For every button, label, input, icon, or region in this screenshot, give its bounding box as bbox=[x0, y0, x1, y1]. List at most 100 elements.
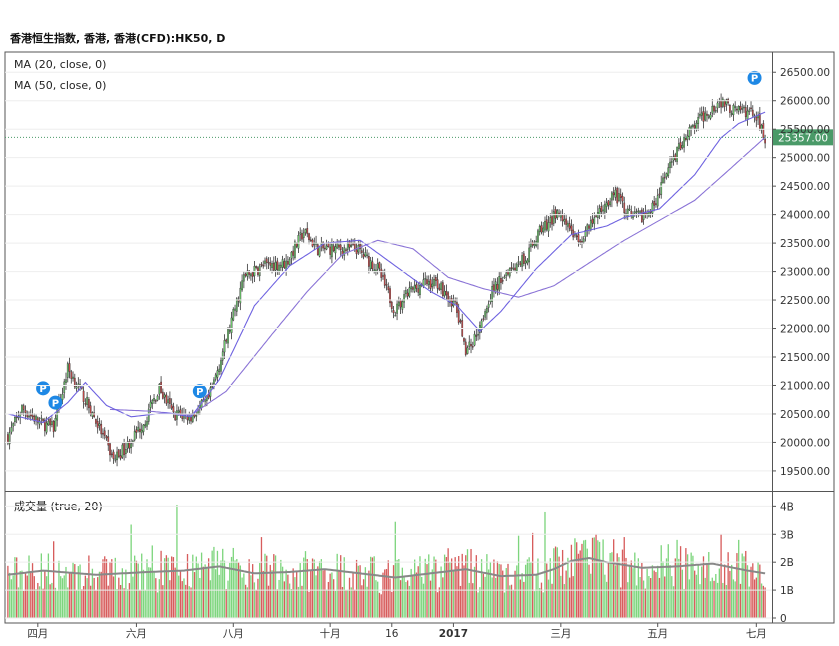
volume-bar bbox=[660, 545, 662, 618]
candle-body bbox=[228, 330, 231, 332]
dividend-marker[interactable] bbox=[48, 395, 63, 410]
candle-body bbox=[419, 284, 421, 295]
candle-body bbox=[575, 235, 578, 238]
volume-bar bbox=[613, 539, 615, 618]
candle-body bbox=[137, 426, 140, 431]
candle-body bbox=[693, 125, 696, 129]
volume-bar bbox=[141, 553, 143, 618]
price-tick-label: 19500.00 bbox=[780, 466, 830, 478]
dividend-marker[interactable] bbox=[36, 381, 51, 396]
candle-body bbox=[478, 325, 481, 334]
volume-bar bbox=[681, 569, 684, 618]
volume-bar bbox=[244, 584, 247, 618]
volume-bar bbox=[68, 573, 71, 618]
volume-bar bbox=[576, 542, 578, 618]
candle-body bbox=[663, 176, 666, 179]
candle-body bbox=[746, 110, 749, 120]
volume-bar bbox=[163, 558, 166, 618]
volume-bar bbox=[694, 570, 696, 618]
volume-bar bbox=[584, 539, 587, 618]
volume-bar bbox=[692, 555, 694, 618]
volume-bars bbox=[7, 504, 766, 618]
candle-body bbox=[292, 250, 295, 256]
volume-bar bbox=[65, 566, 67, 618]
candle-body bbox=[52, 421, 55, 433]
volume-bar bbox=[151, 545, 153, 618]
volume-bar bbox=[616, 553, 618, 618]
volume-bar bbox=[355, 559, 358, 618]
volume-bar bbox=[669, 565, 671, 618]
volume-bar bbox=[283, 581, 286, 618]
volume-bar bbox=[704, 577, 706, 618]
volume-bar bbox=[586, 548, 588, 618]
volume-bar bbox=[560, 575, 562, 618]
candle-body bbox=[279, 264, 282, 268]
candle-body bbox=[750, 107, 752, 110]
volume-bar bbox=[264, 553, 266, 618]
volume-bar bbox=[593, 537, 595, 618]
candle-body bbox=[290, 251, 293, 259]
candle-body bbox=[301, 233, 303, 240]
volume-tick-label: 1B bbox=[780, 585, 794, 597]
candle-body bbox=[685, 138, 687, 140]
volume-bar bbox=[100, 571, 102, 618]
volume-bar bbox=[58, 560, 60, 618]
candle-body bbox=[207, 394, 210, 399]
volume-bar bbox=[56, 590, 58, 618]
volume-bar bbox=[121, 568, 124, 618]
dividend-marker[interactable] bbox=[747, 70, 762, 85]
price-tick-label: 24500.00 bbox=[780, 181, 830, 193]
volume-bar bbox=[188, 586, 190, 618]
candle-body bbox=[470, 344, 472, 347]
volume-bar bbox=[450, 558, 453, 618]
candle-body bbox=[392, 310, 395, 314]
volume-bar bbox=[368, 570, 370, 618]
candle-body bbox=[36, 417, 39, 423]
candle-body bbox=[8, 432, 11, 445]
candle-body bbox=[417, 288, 420, 293]
candle-body bbox=[246, 270, 249, 277]
volume-bar bbox=[320, 559, 323, 618]
volume-bar bbox=[516, 565, 518, 618]
volume-bar bbox=[535, 575, 537, 618]
candle-body bbox=[408, 287, 411, 297]
candle-body bbox=[366, 254, 368, 257]
volume-bar bbox=[114, 557, 116, 618]
volume-bar bbox=[651, 565, 654, 618]
volume-bar bbox=[611, 552, 613, 618]
candle-body bbox=[505, 272, 508, 276]
candle-body bbox=[519, 262, 522, 266]
volume-bar bbox=[375, 580, 377, 618]
volume-bar bbox=[577, 553, 580, 618]
volume-bar bbox=[738, 539, 740, 618]
volume-bar bbox=[685, 548, 687, 618]
volume-bar bbox=[465, 555, 467, 618]
volume-bar bbox=[53, 541, 55, 618]
volume-bar bbox=[343, 557, 345, 618]
candle-body bbox=[466, 347, 469, 354]
volume-bar bbox=[104, 556, 106, 618]
dividend-marker[interactable] bbox=[192, 384, 207, 399]
volume-bar bbox=[644, 588, 647, 618]
volume-bar bbox=[77, 566, 79, 618]
legend-ma20[interactable]: MA (20, close, 0) bbox=[14, 58, 107, 71]
candle-body bbox=[530, 243, 532, 248]
volume-bar bbox=[514, 570, 516, 618]
volume-bar bbox=[301, 585, 303, 618]
candle-body bbox=[283, 261, 286, 269]
candle-body bbox=[338, 244, 340, 248]
volume-bar bbox=[470, 548, 472, 618]
volume-bar bbox=[153, 571, 155, 618]
candle-body bbox=[239, 287, 242, 304]
candle-body bbox=[440, 282, 442, 290]
volume-bar bbox=[148, 567, 150, 618]
volume-bar bbox=[345, 590, 347, 618]
price-tick-label: 23500.00 bbox=[780, 238, 830, 250]
volume-bar bbox=[674, 558, 676, 618]
legend-ma50[interactable]: MA (50, close, 0) bbox=[14, 79, 107, 92]
volume-bar bbox=[653, 570, 655, 618]
volume-bar bbox=[458, 556, 460, 618]
candle-body bbox=[588, 225, 590, 229]
candle-body bbox=[487, 303, 490, 308]
